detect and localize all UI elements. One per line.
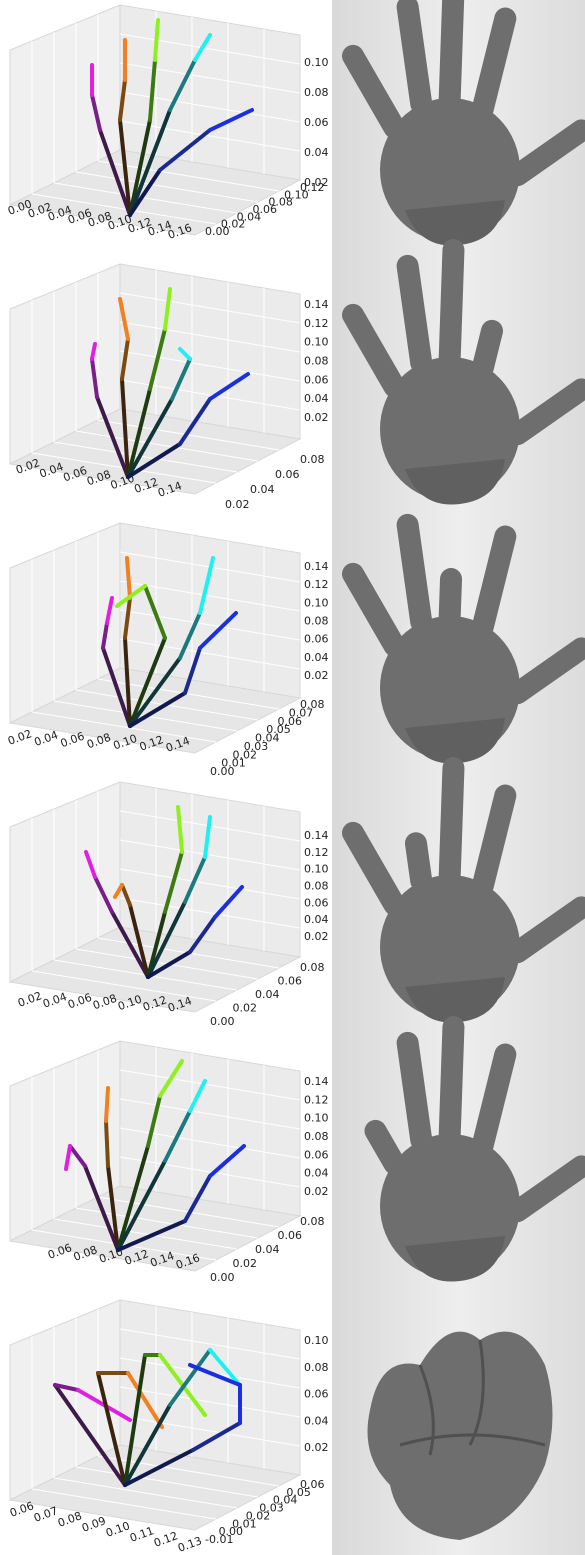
plot-panel: 0.060.080.100.120.140.160.000.020.040.06… <box>10 1041 329 1284</box>
z-tick-label: 0.14 <box>304 1075 329 1088</box>
z-tick-label: 0.02 <box>304 669 329 682</box>
z-tick-label: 0.12 <box>304 1093 329 1106</box>
plot-panel: 0.020.040.060.080.100.120.140.000.020.04… <box>10 782 329 1028</box>
y-tick-label: 0.08 <box>300 698 325 711</box>
y-tick-label: 0.06 <box>300 1478 325 1491</box>
plot-panel: 0.020.040.060.080.100.120.140.020.040.06… <box>10 264 329 511</box>
z-tick-label: 0.06 <box>304 116 329 129</box>
x-tick-label: 0.13 <box>176 1534 203 1555</box>
x-tick-label: 0.09 <box>80 1514 107 1535</box>
z-tick-label: 0.14 <box>304 298 329 311</box>
page: 0.000.020.040.060.080.100.120.140.160.00… <box>0 0 585 1555</box>
z-tick-label: 0.02 <box>304 1185 329 1198</box>
y-tick-label: 0.04 <box>250 483 275 496</box>
y-tick-label: 0.00 <box>210 1015 235 1028</box>
z-tick-label: 0.06 <box>304 1388 329 1401</box>
z-tick-label: 0.02 <box>304 930 329 943</box>
z-tick-label: 0.04 <box>304 1414 329 1427</box>
z-tick-label: 0.12 <box>304 846 329 859</box>
back-pane <box>120 264 300 439</box>
back-pane <box>120 1041 300 1216</box>
z-tick-label: 0.02 <box>304 176 329 189</box>
z-tick-label: 0.02 <box>304 411 329 424</box>
x-tick-label: 0.07 <box>32 1504 59 1525</box>
z-tick-label: 0.10 <box>304 1334 329 1347</box>
z-tick-label: 0.08 <box>304 1130 329 1143</box>
bone <box>106 1088 108 1121</box>
z-tick-label: 0.12 <box>304 578 329 591</box>
back-pane <box>120 782 300 957</box>
z-tick-label: 0.08 <box>304 1361 329 1374</box>
y-tick-label: 0.08 <box>300 1215 325 1228</box>
y-tick-label: 0.06 <box>278 975 303 988</box>
z-tick-label: 0.04 <box>304 1167 329 1180</box>
y-tick-label: 0.04 <box>255 988 280 1001</box>
x-tick-label: 0.06 <box>8 1499 35 1520</box>
finger <box>438 568 462 629</box>
back-pane <box>120 523 300 698</box>
z-tick-label: 0.08 <box>304 86 329 99</box>
y-tick-label: 0.06 <box>275 468 300 481</box>
y-tick-label: 0.02 <box>233 1257 258 1270</box>
y-tick-label: 0.04 <box>255 1243 280 1256</box>
bone <box>106 1121 108 1166</box>
finger <box>438 1016 465 1147</box>
z-tick-label: 0.06 <box>304 633 329 646</box>
z-tick-label: 0.10 <box>304 1112 329 1125</box>
x-tick-label: 0.12 <box>152 1529 179 1550</box>
y-tick-label: 0.06 <box>278 1229 303 1242</box>
z-tick-label: 0.14 <box>304 560 329 573</box>
finger <box>438 0 465 110</box>
y-tick-label: 0.02 <box>225 498 250 511</box>
back-pane <box>120 5 300 180</box>
z-tick-label: 0.06 <box>304 373 329 386</box>
y-tick-label: 0.00 <box>210 1271 235 1284</box>
z-tick-label: 0.04 <box>304 651 329 664</box>
z-tick-label: 0.06 <box>304 1148 329 1161</box>
figure: 0.000.020.040.060.080.100.120.140.160.00… <box>0 0 585 1555</box>
finger <box>438 757 465 888</box>
z-tick-label: 0.02 <box>304 1441 329 1454</box>
z-tick-label: 0.08 <box>304 615 329 628</box>
x-tick-label: 0.08 <box>56 1509 83 1530</box>
plot-panel: 0.020.040.060.080.100.120.140.000.010.02… <box>6 523 328 778</box>
x-tick-label: 0.10 <box>104 1519 131 1540</box>
z-tick-label: 0.04 <box>304 146 329 159</box>
z-tick-label: 0.08 <box>304 880 329 893</box>
z-tick-label: 0.04 <box>304 392 329 405</box>
z-tick-label: 0.10 <box>304 56 329 69</box>
z-tick-label: 0.08 <box>304 355 329 368</box>
z-tick-label: 0.04 <box>304 913 329 926</box>
x-tick-label: 0.06 <box>59 730 86 751</box>
z-tick-label: 0.10 <box>304 863 329 876</box>
plot-panel: 0.060.070.080.090.100.110.120.13-0.010.0… <box>8 1300 328 1555</box>
y-tick-label: 0.08 <box>300 961 325 974</box>
z-tick-label: 0.06 <box>304 896 329 909</box>
x-tick-label: 0.02 <box>16 989 43 1010</box>
y-tick-label: 0.08 <box>300 453 325 466</box>
x-tick-label: 0.11 <box>128 1524 155 1545</box>
x-tick-label: 0.04 <box>32 728 59 749</box>
z-tick-label: 0.10 <box>304 336 329 349</box>
z-tick-label: 0.10 <box>304 596 329 609</box>
x-tick-label: 0.06 <box>66 991 93 1012</box>
z-tick-label: 0.14 <box>304 829 329 842</box>
z-tick-label: 0.12 <box>304 317 329 330</box>
finger <box>438 239 465 370</box>
y-tick-label: 0.02 <box>233 1002 258 1015</box>
x-tick-label: 0.02 <box>6 727 33 748</box>
x-tick-label: 0.04 <box>41 990 68 1011</box>
